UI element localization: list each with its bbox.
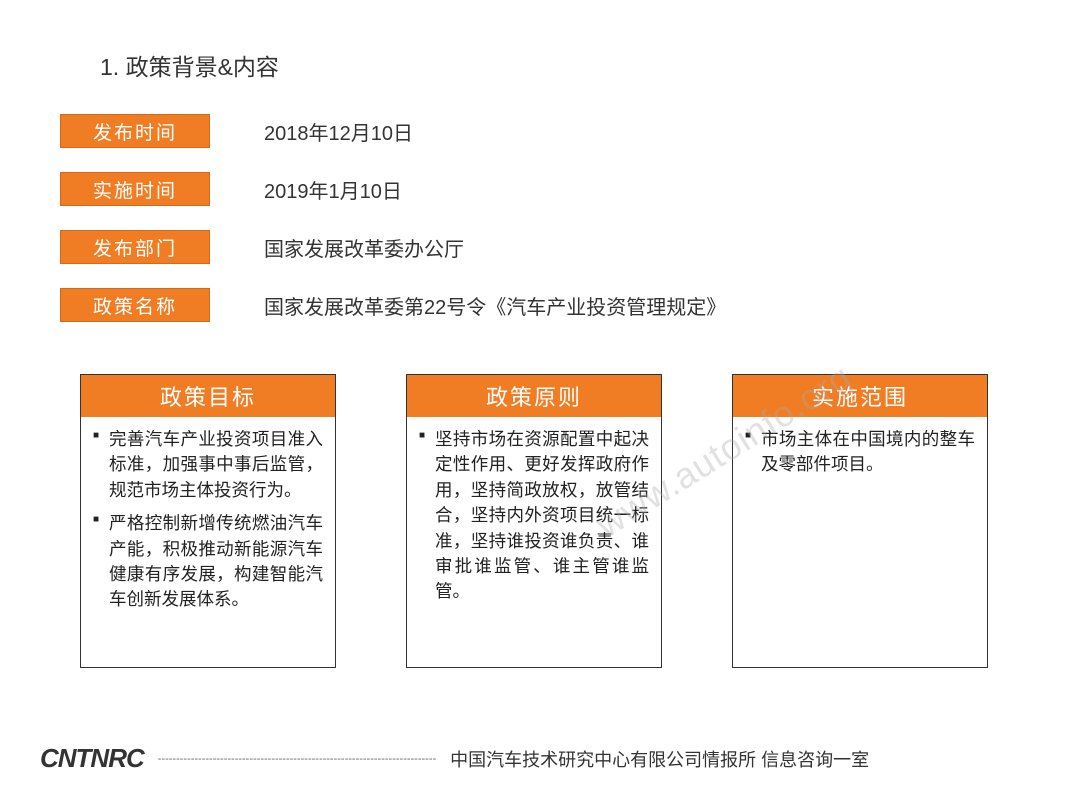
info-row-effective-date: 实施时间 2019年1月10日	[60, 172, 1020, 206]
card-header-principles: 政策原则	[407, 375, 661, 417]
footer-text: 中国汽车技术研究中心有限公司情报所 信息咨询一室	[450, 746, 869, 772]
label-effective-date: 实施时间	[60, 172, 210, 206]
value-effective-date: 2019年1月10日	[264, 175, 402, 204]
value-publish-date: 2018年12月10日	[264, 117, 413, 146]
value-department: 国家发展改革委办公厅	[264, 233, 464, 262]
card-body-goals: 完善汽车产业投资项目准入标准，加强事中事后监管，规范市场主体投资行为。 严格控制…	[81, 417, 335, 667]
logo: CNTNRC	[40, 743, 144, 774]
info-row-department: 发布部门 国家发展改革委办公厅	[60, 230, 1020, 264]
card-principles: 政策原则 坚持市场在资源配置中起决定性作用、更好发挥政府作用，坚持简政放权，放管…	[406, 374, 662, 668]
info-rows: 发布时间 2018年12月10日 实施时间 2019年1月10日 发布部门 国家…	[60, 114, 1020, 322]
cards-container: 政策目标 完善汽车产业投资项目准入标准，加强事中事后监管，规范市场主体投资行为。…	[60, 374, 1020, 668]
label-publish-date: 发布时间	[60, 114, 210, 148]
divider-dashes: ----------------------------------------…	[158, 753, 436, 765]
list-item: 完善汽车产业投资项目准入标准，加强事中事后监管，规范市场主体投资行为。	[93, 427, 323, 503]
card-body-principles: 坚持市场在资源配置中起决定性作用、更好发挥政府作用，坚持简政放权，放管结合，坚持…	[407, 417, 661, 667]
page-title: 1. 政策背景&内容	[100, 48, 1020, 82]
label-department: 发布部门	[60, 230, 210, 264]
card-body-scope: 市场主体在中国境内的整车及零部件项目。	[733, 417, 987, 667]
list-item: 严格控制新增传统燃油汽车产能，积极推动新能源汽车健康有序发展，构建智能汽车创新发…	[93, 511, 323, 613]
card-header-scope: 实施范围	[733, 375, 987, 417]
footer: CNTNRC ---------------------------------…	[40, 743, 1040, 774]
info-row-publish-date: 发布时间 2018年12月10日	[60, 114, 1020, 148]
value-policy-name: 国家发展改革委第22号令《汽车产业投资管理规定》	[264, 291, 726, 320]
card-scope: 实施范围 市场主体在中国境内的整车及零部件项目。	[732, 374, 988, 668]
list-item: 市场主体在中国境内的整车及零部件项目。	[745, 427, 975, 478]
card-goals: 政策目标 完善汽车产业投资项目准入标准，加强事中事后监管，规范市场主体投资行为。…	[80, 374, 336, 668]
list-item: 坚持市场在资源配置中起决定性作用、更好发挥政府作用，坚持简政放权，放管结合，坚持…	[419, 427, 649, 605]
info-row-policy-name: 政策名称 国家发展改革委第22号令《汽车产业投资管理规定》	[60, 288, 1020, 322]
label-policy-name: 政策名称	[60, 288, 210, 322]
card-header-goals: 政策目标	[81, 375, 335, 417]
